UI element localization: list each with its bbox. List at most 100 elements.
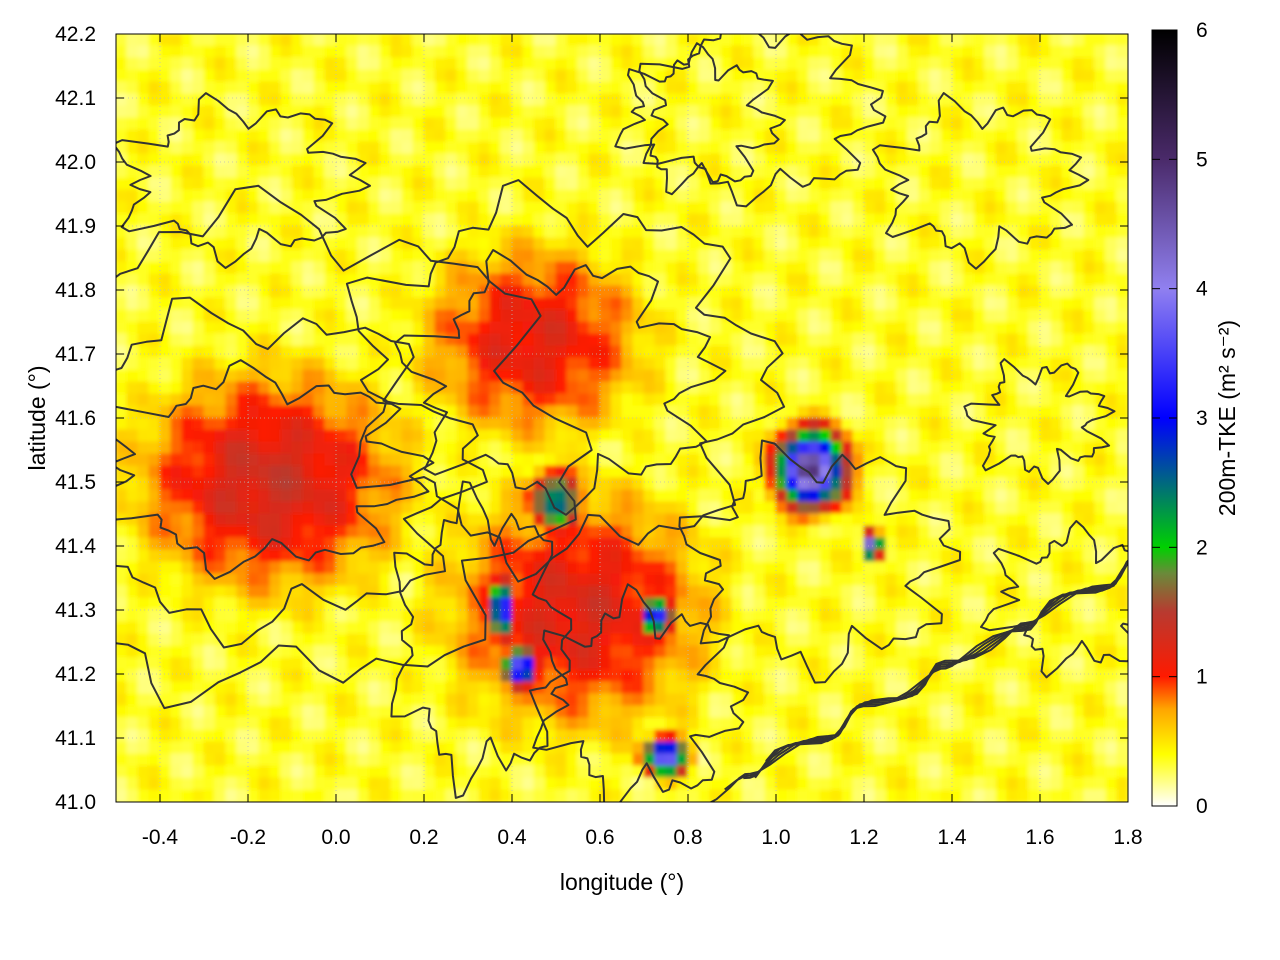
heatmap-cell [1050, 609, 1063, 623]
heatmap-cell [852, 393, 865, 407]
heatmap-cell [522, 201, 535, 215]
heatmap-cell [544, 213, 557, 227]
heatmap-cell [1039, 249, 1052, 263]
heatmap-cell [214, 34, 227, 47]
heatmap-cell [412, 393, 425, 407]
heatmap-cell [214, 585, 227, 599]
heatmap-cell [302, 453, 315, 467]
heatmap-cell [984, 141, 997, 155]
heatmap-cell [291, 561, 304, 575]
heatmap-cell [236, 285, 249, 299]
heatmap-cell [269, 669, 282, 683]
heatmap-cell [676, 105, 689, 119]
heatmap-cell [116, 609, 128, 623]
heatmap-cell [500, 117, 513, 131]
heatmap-cell [830, 549, 843, 563]
heatmap-cell [116, 309, 128, 323]
heatmap-cell [1105, 69, 1118, 83]
heatmap-cell [599, 237, 612, 251]
heatmap-cell [973, 369, 986, 383]
heatmap-cell [500, 357, 513, 371]
heatmap-cell [775, 573, 788, 587]
heatmap-cell [709, 249, 722, 263]
heatmap-cell [544, 45, 557, 59]
heatmap-cell [654, 489, 667, 503]
heatmap-cell [1006, 129, 1019, 143]
heatmap-cell [786, 609, 799, 623]
heatmap-cell [709, 165, 722, 179]
heatmap-cell [962, 429, 975, 443]
heatmap-cell [720, 201, 733, 215]
heatmap-cell [566, 525, 579, 539]
heatmap-cell [269, 285, 282, 299]
heatmap-cell [423, 285, 436, 299]
heatmap-cell [192, 201, 205, 215]
heatmap-cell [698, 405, 711, 419]
heatmap-cell [786, 405, 799, 419]
heatmap-cell [544, 93, 557, 107]
heatmap-cell [500, 609, 513, 623]
heatmap-cell [456, 657, 469, 671]
heatmap-cell [126, 465, 139, 479]
heatmap-cell [918, 309, 931, 323]
heatmap-cell [500, 441, 513, 455]
heatmap-cell [599, 165, 612, 179]
heatmap-cell [709, 189, 722, 203]
heatmap-cell [1094, 57, 1107, 71]
heatmap-cell [764, 609, 777, 623]
heatmap-cell [973, 309, 986, 323]
heatmap-cell [489, 405, 502, 419]
heatmap-cell [170, 309, 183, 323]
heatmap-cell [258, 34, 271, 47]
heatmap-cell [412, 357, 425, 371]
heatmap-cell [874, 369, 887, 383]
heatmap-cell [533, 129, 546, 143]
heatmap-cell [1083, 369, 1096, 383]
heatmap-cell [236, 441, 249, 455]
heatmap-cell [302, 573, 315, 587]
heatmap-cell [907, 105, 920, 119]
heatmap-cell [302, 621, 315, 635]
heatmap-cell [797, 597, 810, 611]
heatmap-cell [137, 669, 150, 683]
heatmap-cell [258, 645, 271, 659]
heatmap-cell [1105, 189, 1118, 203]
heatmap-cell [324, 417, 337, 431]
heatmap-cell [500, 417, 513, 431]
heatmap-cell [489, 141, 502, 155]
heatmap-cell [236, 381, 249, 395]
heatmap-cell [918, 81, 931, 95]
heatmap-cell [1050, 249, 1063, 263]
heatmap-cell [269, 357, 282, 371]
heatmap-cell [885, 261, 898, 275]
heatmap-cell [357, 34, 370, 47]
heatmap-cell [1083, 117, 1096, 131]
heatmap-cell [918, 297, 931, 311]
heatmap-cell [720, 285, 733, 299]
heatmap-cell [753, 225, 766, 239]
heatmap-cell [1050, 513, 1063, 527]
heatmap-cell [1083, 513, 1096, 527]
heatmap-cell [775, 369, 788, 383]
heatmap-cell [797, 417, 810, 431]
heatmap-cell [852, 69, 865, 83]
heatmap-cell [324, 573, 337, 587]
heatmap-cell [368, 489, 381, 503]
heatmap-cell [720, 393, 733, 407]
heatmap-cell [1083, 669, 1096, 683]
heatmap-cell [775, 465, 788, 479]
heatmap-cell [1039, 34, 1052, 47]
heatmap-cell [137, 585, 150, 599]
heatmap-cell [291, 189, 304, 203]
heatmap-cell [687, 357, 700, 371]
heatmap-cell [951, 273, 964, 287]
heatmap-cell [808, 669, 821, 683]
heatmap-cell [522, 585, 535, 599]
heatmap-cell [687, 141, 700, 155]
heatmap-cell [445, 441, 458, 455]
heatmap-cell [335, 561, 348, 575]
heatmap-cell [577, 321, 590, 335]
heatmap-cell [214, 621, 227, 635]
heatmap-cell [984, 585, 997, 599]
heatmap-cell [698, 429, 711, 443]
